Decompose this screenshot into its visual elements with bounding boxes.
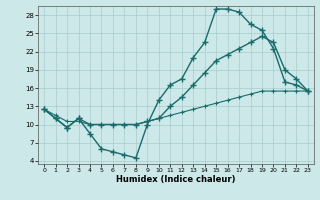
X-axis label: Humidex (Indice chaleur): Humidex (Indice chaleur)	[116, 175, 236, 184]
